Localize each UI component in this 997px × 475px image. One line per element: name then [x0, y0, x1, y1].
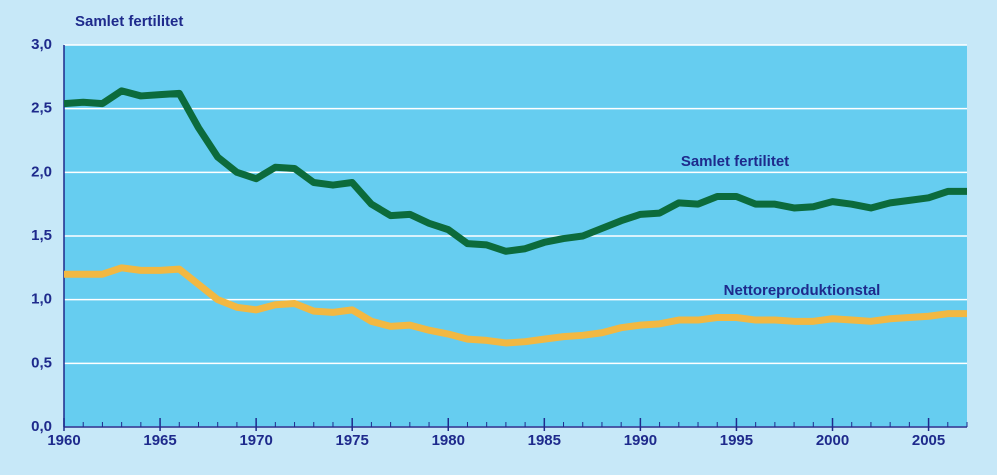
x-tick-label: 1960 — [47, 432, 80, 449]
y-tick-label: 1,0 — [31, 291, 52, 308]
line — [64, 264, 967, 347]
series-label: Nettoreproduktionstal — [724, 282, 881, 299]
x-tick-label: 1980 — [432, 432, 465, 449]
line — [63, 87, 967, 255]
y-tick-label: 2,0 — [31, 163, 52, 180]
y-tick-label: 2,5 — [31, 100, 52, 117]
x-tick-label: 1985 — [528, 432, 561, 449]
y-tick-label: 0,0 — [31, 418, 52, 435]
x-tick-label: 2000 — [816, 432, 849, 449]
y-tick-label: 0,5 — [31, 354, 52, 371]
chart-title: Samlet fertilitet — [75, 13, 183, 30]
series-label: Samlet fertilitet — [681, 153, 789, 170]
x-tick-label: 1975 — [336, 432, 369, 449]
x-tick-label: 1995 — [720, 432, 753, 449]
y-tick-label: 3,0 — [31, 36, 52, 53]
x-tick-label: 1965 — [143, 432, 176, 449]
x-tick-label: 1970 — [239, 432, 272, 449]
y-tick-label: 1,5 — [31, 227, 52, 244]
x-tick-label: 2005 — [912, 432, 945, 449]
x-tick-label: 1990 — [624, 432, 657, 449]
